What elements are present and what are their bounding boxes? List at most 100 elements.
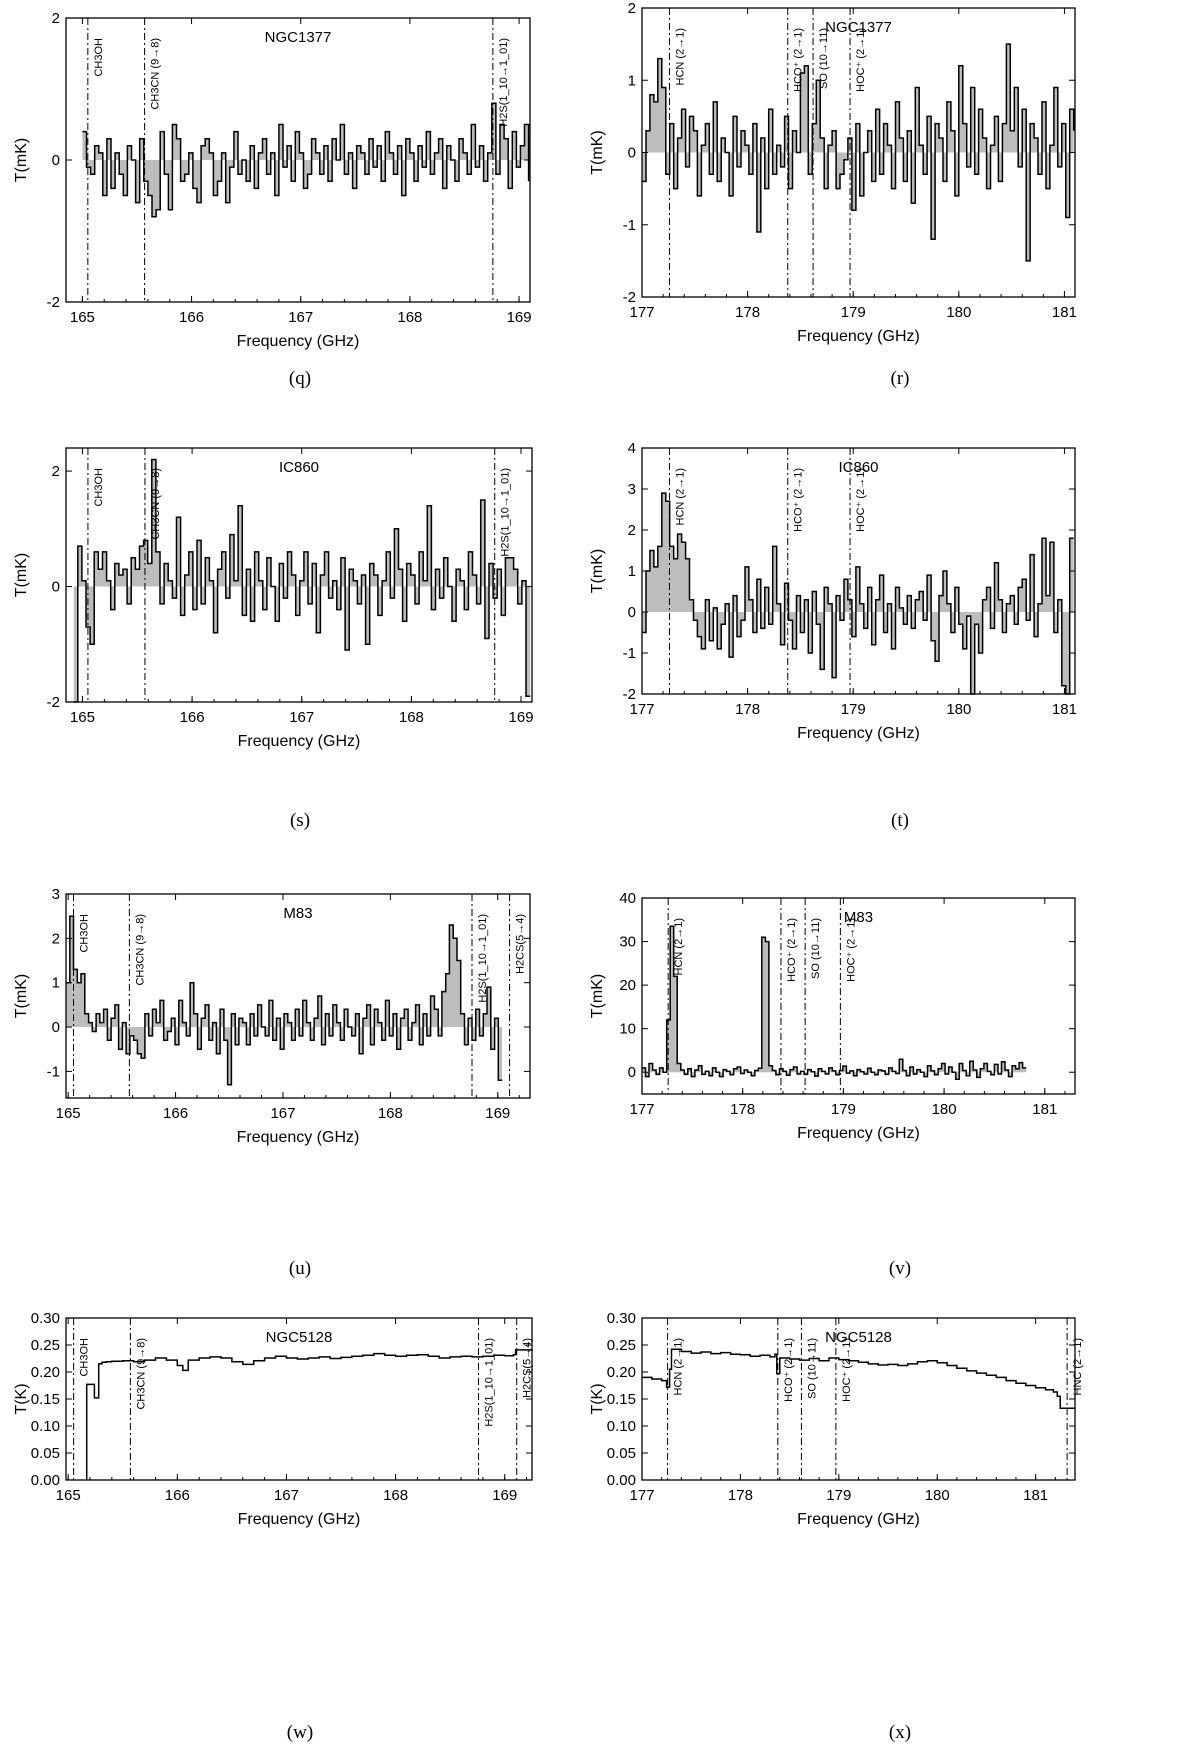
spectrum-line <box>642 1348 1075 1409</box>
x-tick-label: 166 <box>180 709 205 726</box>
y-tick-label: -2 <box>623 686 636 703</box>
line-label: SO (10→11) <box>806 1338 818 1399</box>
y-tick-label: 0.05 <box>31 1445 60 1462</box>
chart-x: HCN (2→1) HCO⁺ (2→1) SO (10→11) HOC⁺ (2→1) H… <box>589 1310 1084 1528</box>
spectrum-line <box>642 43 1075 262</box>
x-tick-label: 177 <box>629 304 654 321</box>
x-tick-label: 167 <box>288 309 313 326</box>
y-axis-label: T(mK) <box>13 138 30 182</box>
y-axis-label: T(mK) <box>589 549 606 593</box>
y-axis-label: T(K) <box>13 1383 30 1414</box>
x-tick-label: 166 <box>179 309 204 326</box>
x-tick-label: 166 <box>165 1487 190 1504</box>
panel-label-r: (r) <box>890 368 910 389</box>
source-name: NGC5128 <box>825 1329 892 1346</box>
x-tick-label: 167 <box>274 1487 299 1504</box>
x-tick-label: 165 <box>56 1105 81 1122</box>
y-tick-label: -2 <box>47 694 60 711</box>
y-axis-label: T(K) <box>589 1383 606 1414</box>
x-tick-label: 178 <box>730 1101 755 1118</box>
plot-area: CH3OH CH3CN (9→8) H2S(1_10→1_01) H2CS(5→4) 1… <box>13 1310 534 1528</box>
x-tick-label: 180 <box>946 701 971 718</box>
x-tick-label: 165 <box>70 709 95 726</box>
x-axis-label: Frequency (GHz) <box>797 725 920 742</box>
y-tick-label: 0.00 <box>31 1472 60 1489</box>
x-tick-label: 178 <box>728 1487 753 1504</box>
line-label: SO (10→11) <box>818 28 830 89</box>
panel-t: HCN (2→1) HCO⁺ (2→1) HOC⁺ (2→1) 177 178 179 18… <box>589 440 1200 831</box>
y-tick-label: 0 <box>628 145 636 162</box>
y-tick-label: 0 <box>52 579 60 596</box>
x-tick-label: 181 <box>1032 1101 1057 1118</box>
y-tick-label: 0 <box>628 1064 636 1081</box>
source-name: NGC1377 <box>265 29 332 46</box>
spectrum-line <box>73 458 531 703</box>
panel-label-q: (q) <box>288 368 312 389</box>
spectrum-fill <box>642 493 1074 694</box>
x-tick-label: 178 <box>735 701 760 718</box>
y-tick-label: 0.20 <box>607 1364 636 1381</box>
line-label: CH3CN (9→8) <box>135 1338 147 1410</box>
y-tick-label: 10 <box>619 1021 636 1038</box>
x-axis-label: Frequency (GHz) <box>238 733 361 750</box>
chart-r: HCN (2→1) HCO⁺ (2→1) SO (10→11) HOC⁺ (2→1) 1… <box>589 0 1077 345</box>
chart-u: CH3OH CH3CN (9→8) H2S(1_10→1_01) H2CS(5→4) 1… <box>13 886 531 1146</box>
panel-label-v: (v) <box>888 1258 912 1279</box>
panel-q: CH3OH CH3CN (9→8) H2S(1_10→1_01) 165 166 167 1… <box>0 0 600 389</box>
plot-area: HCN (2→1) HCO⁺ (2→1) SO (10→11) HOC⁺ (2→1) 1… <box>589 0 1077 345</box>
panel-label-u: (u) <box>288 1258 312 1279</box>
x-tick-label: 177 <box>629 701 654 718</box>
y-tick-label: 0.30 <box>31 1310 60 1327</box>
line-label: SO (10→11) <box>810 918 822 979</box>
spectrum-line <box>642 925 1027 1080</box>
x-tick-label: 166 <box>163 1105 188 1122</box>
x-tick-label: 177 <box>629 1101 654 1118</box>
line-label: CH3CN (9→8) <box>150 38 162 110</box>
y-tick-label: 20 <box>619 977 636 994</box>
plot-area: HCN (2→1) HCO⁺ (2→1) SO (10→11) HOC⁺ (2→1) H… <box>589 1310 1084 1528</box>
y-tick-label: -1 <box>623 217 636 234</box>
spectrum-fill <box>82 103 529 217</box>
panel-label-t: (t) <box>891 810 909 831</box>
x-tick-label: 179 <box>841 304 866 321</box>
x-tick-label: 180 <box>946 304 971 321</box>
y-tick-label: -1 <box>623 645 636 662</box>
chart-q: CH3OH CH3CN (9→8) H2S(1_10→1_01) 165 166 167 1… <box>13 10 532 350</box>
y-tick-label: 2 <box>52 930 60 947</box>
x-tick-label: 179 <box>826 1487 851 1504</box>
x-tick-label: 180 <box>925 1487 950 1504</box>
line-label: HNC (2→1) <box>1072 1338 1084 1395</box>
y-tick-label: 0.20 <box>31 1364 60 1381</box>
panel-r: HCN (2→1) HCO⁺ (2→1) SO (10→11) HOC⁺ (2→1) 1… <box>589 0 1200 389</box>
source-name: M83 <box>844 909 873 926</box>
x-tick-label: 167 <box>289 709 314 726</box>
line-label: CH3OH <box>93 38 105 77</box>
plot-area: HCN (2→1) HCO⁺ (2→1) SO (10→11) HOC⁺ (2→1) 1… <box>589 890 1076 1142</box>
y-tick-label: 1 <box>52 975 60 992</box>
line-label: HCN (2→1) <box>675 28 687 85</box>
panel-x: HCN (2→1) HCO⁺ (2→1) SO (10→11) HOC⁺ (2→1) H… <box>589 1310 1200 1743</box>
spectrum-line <box>85 1349 533 1480</box>
spectrum-line <box>642 492 1074 695</box>
y-tick-label: 3 <box>628 481 636 498</box>
line-label: CH3CN (9→8) <box>150 468 162 540</box>
x-tick-label: 181 <box>1052 304 1077 321</box>
x-tick-label: 180 <box>932 1101 957 1118</box>
y-tick-label: 0.10 <box>607 1418 636 1435</box>
plot-area: CH3OH CH3CN (9→8) H2S(1_10→1_01) H2CS(5→4) 1… <box>13 886 531 1146</box>
spectrum-fill <box>642 926 1027 1080</box>
y-tick-label: 2 <box>628 522 636 539</box>
x-axis-label: Frequency (GHz) <box>237 1129 360 1146</box>
x-tick-label: 181 <box>1023 1487 1048 1504</box>
y-tick-label: 0.10 <box>31 1418 60 1435</box>
spectrum-fill <box>66 916 503 1085</box>
line-label: HOC⁺ (2→1) <box>841 1338 853 1402</box>
line-label: HCO⁺ (2→1) <box>786 918 798 982</box>
chart-w: CH3OH CH3CN (9→8) H2S(1_10→1_01) H2CS(5→4) 1… <box>13 1310 534 1528</box>
line-label: HOC⁺ (2→1) <box>845 918 857 982</box>
x-tick-label: 181 <box>1052 701 1077 718</box>
source-name: M83 <box>283 905 312 922</box>
x-tick-label: 165 <box>70 309 95 326</box>
x-tick-label: 168 <box>397 309 422 326</box>
panel-s: CH3OH CH3CN (9→8) H2S(1_10→1_01) 165 166 167 1… <box>0 440 600 831</box>
